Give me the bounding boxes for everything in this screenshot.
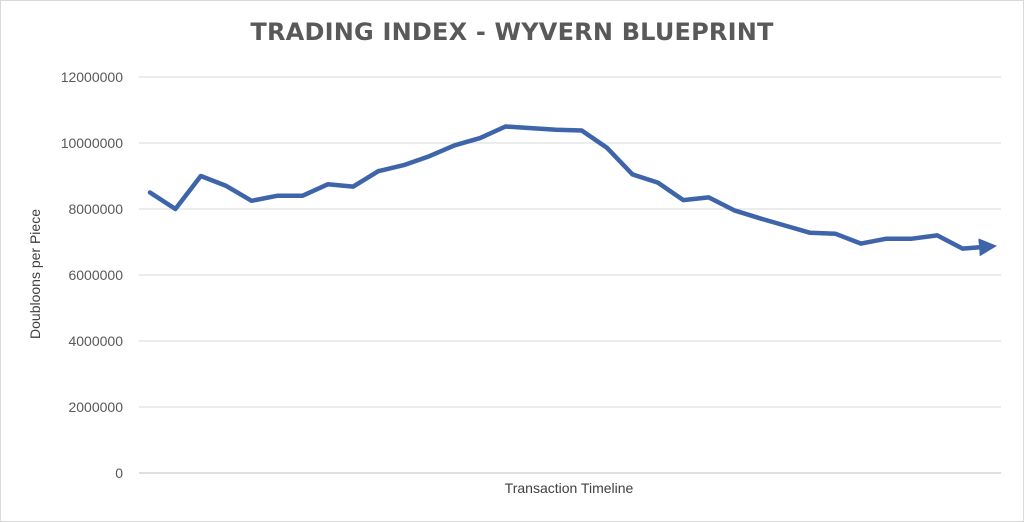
series-group — [147, 124, 997, 257]
y-tick-label: 10000000 — [61, 135, 124, 151]
y-tick-label: 6000000 — [68, 267, 123, 283]
x-axis-label: Transaction Timeline — [505, 480, 634, 496]
y-axis-ticks: 0 2000000 4000000 6000000 8000000 10000000 120… — [61, 69, 124, 481]
chart-title: TRADING INDEX - WYVERN BLUEPRINT — [250, 18, 774, 46]
y-tick-label: 12000000 — [61, 69, 124, 85]
y-axis-label: Doubloons per Piece — [27, 209, 43, 339]
y-tick-label: 2000000 — [68, 399, 123, 415]
gridlines — [139, 76, 1001, 474]
series-line — [147, 124, 997, 257]
y-tick-label: 4000000 — [68, 333, 123, 349]
y-tick-label: 0 — [115, 465, 123, 481]
y-tick-label: 8000000 — [68, 201, 123, 217]
